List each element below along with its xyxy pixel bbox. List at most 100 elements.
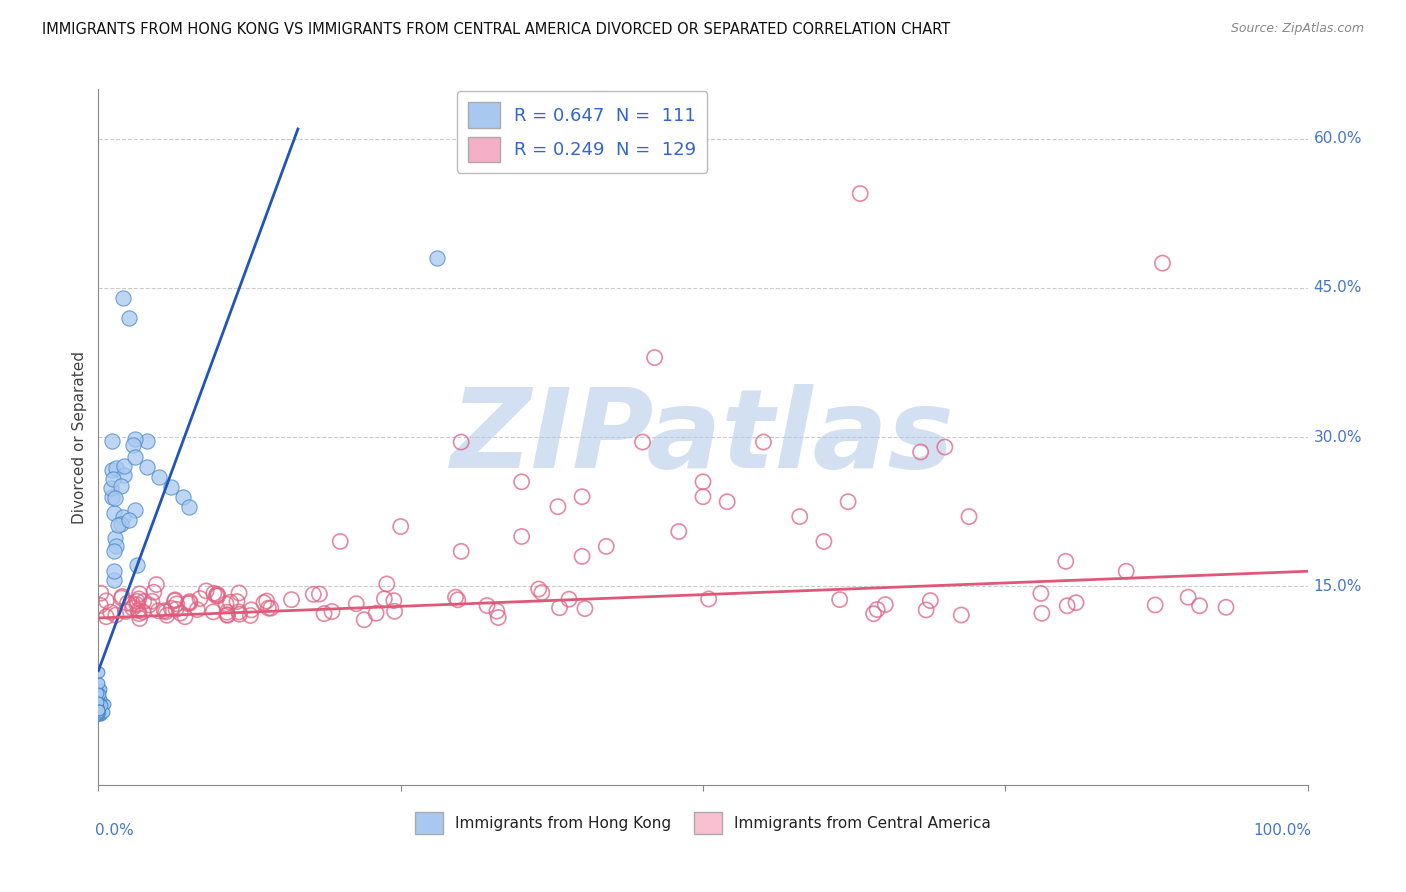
Point [574, 601, 596, 615]
Point [117, 596, 139, 610]
Text: 45.0%: 45.0% [1313, 280, 1362, 295]
Point [329, 534, 352, 549]
Point [228, 586, 250, 600]
Point [166, 597, 188, 611]
Point [957, 509, 980, 524]
Point [226, 594, 249, 608]
Point [752, 435, 775, 450]
Point [353, 613, 375, 627]
Point [1029, 586, 1052, 600]
Point [87, 702, 110, 716]
Point [103, 506, 125, 520]
Point [114, 605, 136, 619]
Point [87, 690, 110, 705]
Point [257, 601, 280, 615]
Point [148, 604, 170, 618]
Point [121, 438, 143, 452]
Point [179, 596, 201, 610]
Point [90, 586, 112, 600]
Text: 100.0%: 100.0% [1253, 823, 1312, 838]
Point [87, 689, 110, 703]
Point [87, 696, 110, 710]
Point [179, 594, 201, 608]
Legend: Immigrants from Hong Kong, Immigrants from Central America: Immigrants from Hong Kong, Immigrants fr… [409, 806, 997, 840]
Point [87, 706, 110, 720]
Point [100, 605, 122, 619]
Point [389, 519, 412, 533]
Point [87, 693, 110, 707]
Point [87, 703, 110, 717]
Point [87, 703, 110, 717]
Point [253, 596, 276, 610]
Point [87, 704, 110, 718]
Point [87, 697, 110, 711]
Point [256, 594, 278, 608]
Point [87, 695, 110, 709]
Point [692, 475, 714, 489]
Text: 60.0%: 60.0% [1313, 131, 1362, 146]
Point [165, 593, 187, 607]
Point [344, 597, 367, 611]
Point [87, 700, 110, 714]
Point [93, 706, 115, 720]
Point [142, 585, 165, 599]
Point [141, 594, 163, 608]
Point [87, 705, 110, 719]
Point [366, 606, 388, 620]
Text: ZIPatlas: ZIPatlas [451, 384, 955, 491]
Point [105, 539, 128, 553]
Point [444, 590, 467, 604]
Point [153, 604, 176, 618]
Point [87, 700, 110, 714]
Point [112, 510, 135, 524]
Point [697, 592, 720, 607]
Point [179, 500, 201, 514]
Point [87, 706, 110, 721]
Text: Source: ZipAtlas.com: Source: ZipAtlas.com [1230, 22, 1364, 36]
Point [132, 605, 155, 619]
Point [89, 706, 111, 721]
Point [87, 707, 110, 722]
Point [87, 702, 110, 716]
Point [128, 591, 150, 606]
Text: IMMIGRANTS FROM HONG KONG VS IMMIGRANTS FROM CENTRAL AMERICA DIVORCED OR SEPARAT: IMMIGRANTS FROM HONG KONG VS IMMIGRANTS … [42, 22, 950, 37]
Point [202, 586, 225, 600]
Point [1188, 599, 1211, 613]
Point [692, 490, 714, 504]
Point [87, 695, 110, 709]
Point [486, 610, 509, 624]
Point [789, 509, 811, 524]
Point [87, 693, 110, 707]
Point [87, 690, 110, 705]
Text: 30.0%: 30.0% [1313, 430, 1362, 444]
Point [101, 463, 124, 477]
Point [136, 434, 159, 449]
Point [87, 675, 110, 690]
Point [87, 700, 110, 714]
Point [104, 461, 127, 475]
Point [87, 703, 110, 717]
Point [110, 591, 132, 605]
Point [124, 450, 146, 464]
Point [160, 601, 183, 615]
Point [111, 291, 134, 305]
Point [87, 698, 110, 712]
Point [571, 549, 593, 564]
Point [124, 503, 146, 517]
Point [103, 543, 125, 558]
Point [87, 707, 110, 722]
Point [128, 587, 150, 601]
Point [1144, 598, 1167, 612]
Point [426, 251, 449, 265]
Point [96, 594, 118, 608]
Point [87, 705, 110, 719]
Point [215, 605, 238, 619]
Point [103, 564, 125, 578]
Point [96, 609, 118, 624]
Point [118, 310, 141, 325]
Point [89, 706, 111, 720]
Point [93, 698, 115, 712]
Point [89, 698, 111, 712]
Point [849, 186, 872, 201]
Point [100, 482, 122, 496]
